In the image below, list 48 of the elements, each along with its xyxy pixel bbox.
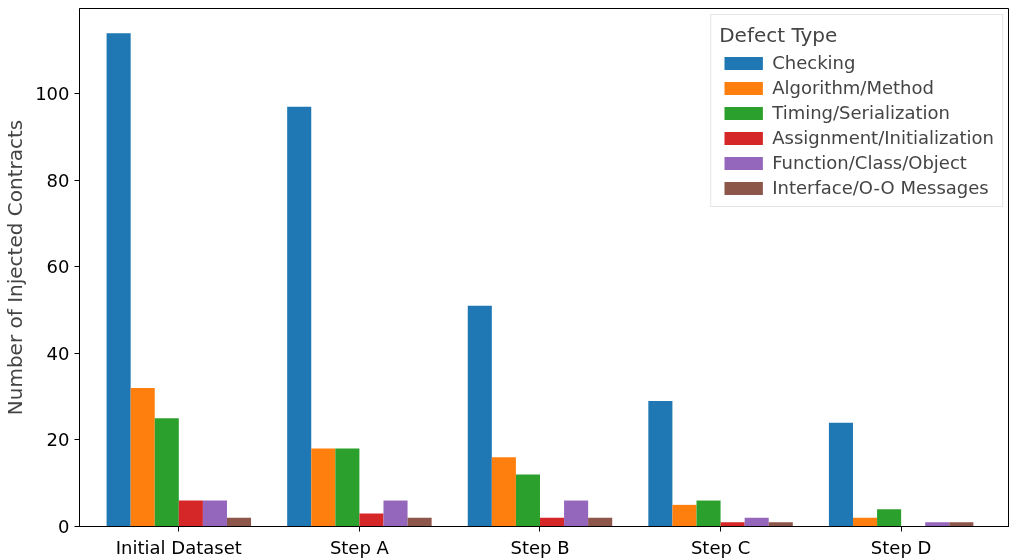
bar <box>877 509 902 527</box>
bar <box>515 474 540 527</box>
bar <box>539 517 565 527</box>
x-tick-label: Step B <box>510 536 570 558</box>
bar <box>178 500 203 527</box>
legend-title: Defect Type <box>719 23 839 47</box>
bar <box>720 522 745 527</box>
x-tick-label: Step A <box>329 536 390 558</box>
bar <box>744 517 769 527</box>
bar <box>467 305 492 527</box>
legend-label: Function/Class/Object <box>772 152 967 173</box>
bar <box>648 401 673 527</box>
bar <box>828 422 853 527</box>
y-tick-label: 40 <box>46 342 70 364</box>
bar <box>491 457 516 527</box>
y-tick-label: 60 <box>46 256 70 278</box>
bar <box>768 522 793 527</box>
bar <box>696 500 721 527</box>
y-tick-label: 80 <box>46 169 70 191</box>
bar <box>672 504 697 527</box>
bar <box>564 500 589 527</box>
bar <box>106 33 131 527</box>
bar <box>154 418 179 527</box>
y-tick-label: 100 <box>35 83 70 105</box>
bar <box>335 448 360 527</box>
y-tick-label: 0 <box>58 516 70 537</box>
legend-label: Checking <box>772 52 856 73</box>
bar <box>202 500 227 527</box>
y-axis-title: Number of Injected Contracts <box>3 119 28 416</box>
legend-label: Interface/O-O Messages <box>772 177 989 198</box>
bar <box>130 388 155 527</box>
y-tick-label: 20 <box>46 429 70 451</box>
bar <box>287 106 312 527</box>
x-tick-label: Step C <box>690 536 751 558</box>
bar <box>925 522 950 527</box>
bar <box>383 500 408 527</box>
legend-label: Algorithm/Method <box>772 77 934 98</box>
bar <box>853 517 878 527</box>
bar <box>949 522 974 527</box>
bar <box>226 517 252 527</box>
bar <box>407 517 432 527</box>
legend-label: Assignment/Initialization <box>772 127 994 148</box>
x-tick-label: Step D <box>870 536 932 558</box>
legend-label: Timing/Serialization <box>772 102 950 123</box>
bar <box>311 448 336 527</box>
bar <box>588 517 613 527</box>
x-tick-label: Initial Dataset <box>115 536 242 558</box>
bar <box>359 513 384 527</box>
